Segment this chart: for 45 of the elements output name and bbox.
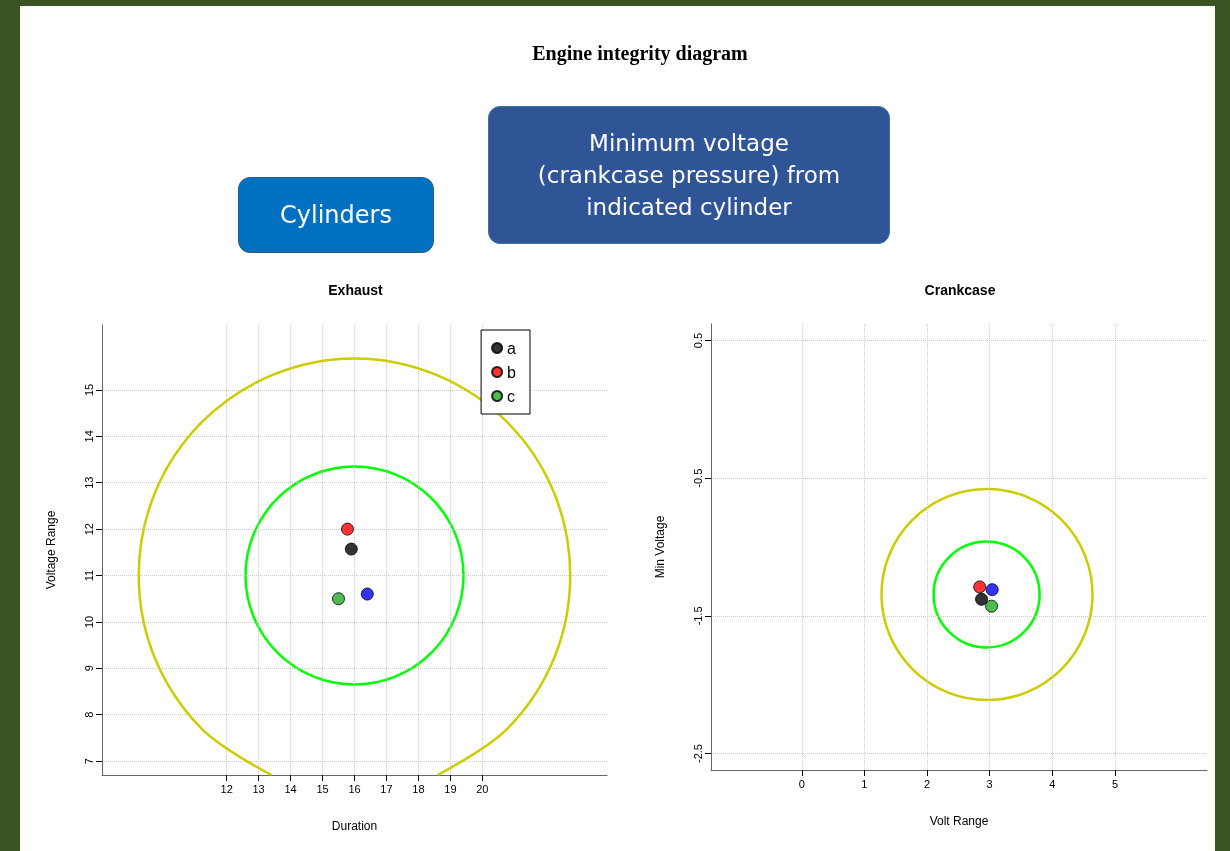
legend-label: c — [507, 387, 516, 405]
x-tick-label: 20 — [476, 782, 489, 795]
y-tick-label: 13 — [82, 476, 95, 489]
legend-label: a — [507, 339, 517, 357]
x-axis-title: Duration — [331, 819, 378, 833]
text: Engine integrity diagram — [531, 42, 749, 65]
y-tick-label: 10 — [82, 615, 95, 629]
chart-title: Crankcase — [924, 282, 996, 298]
x-tick-label: 18 — [412, 782, 425, 795]
x-tick-label: 3 — [986, 777, 993, 790]
x-tick-label: 14 — [284, 782, 297, 795]
y-tick-label: -2.5 — [691, 744, 704, 763]
y-tick-label: 8 — [82, 711, 95, 718]
x-tick-label: 12 — [220, 782, 233, 795]
x-tick-label: 0 — [798, 777, 805, 790]
x-tick-label: 2 — [924, 777, 931, 790]
text: Minimum voltage (crankcase pressure) from indicated cylinder — [488, 106, 890, 244]
point — [340, 522, 354, 536]
x-tick-label: 4 — [1049, 777, 1056, 790]
x-tick-label: 19 — [444, 782, 457, 795]
x-tick-label: 17 — [380, 782, 393, 795]
y-tick-label: 12 — [82, 523, 95, 536]
point — [332, 592, 346, 606]
x-tick-label: 13 — [252, 782, 265, 795]
point — [344, 542, 358, 556]
y-tick-label: 15 — [82, 383, 95, 397]
y-tick-label: 7 — [82, 758, 95, 765]
x-tick-label: 16 — [348, 782, 361, 795]
legend-label: b — [507, 363, 517, 381]
y-axis-title: Min Voltage — [653, 515, 667, 579]
y-tick-label: 11 — [82, 569, 95, 582]
chart-title: Exhaust — [328, 282, 384, 298]
x-tick-label: 15 — [316, 782, 329, 795]
x-axis-title: Volt Range — [929, 814, 989, 828]
x-tick-label: 5 — [1111, 777, 1118, 790]
y-tick-label: 9 — [82, 665, 95, 672]
y-axis-title: Voltage Range — [44, 510, 58, 590]
text: Cylinders — [238, 177, 434, 253]
point — [360, 587, 374, 601]
line-series — [137, 357, 572, 777]
y-tick-label: 14 — [82, 430, 95, 443]
y-tick-label: -0.5 — [691, 468, 704, 488]
y-tick-label: -1.5 — [691, 606, 704, 626]
y-tick-label: 0.5 — [691, 332, 704, 349]
x-tick-label: 1 — [861, 777, 868, 790]
